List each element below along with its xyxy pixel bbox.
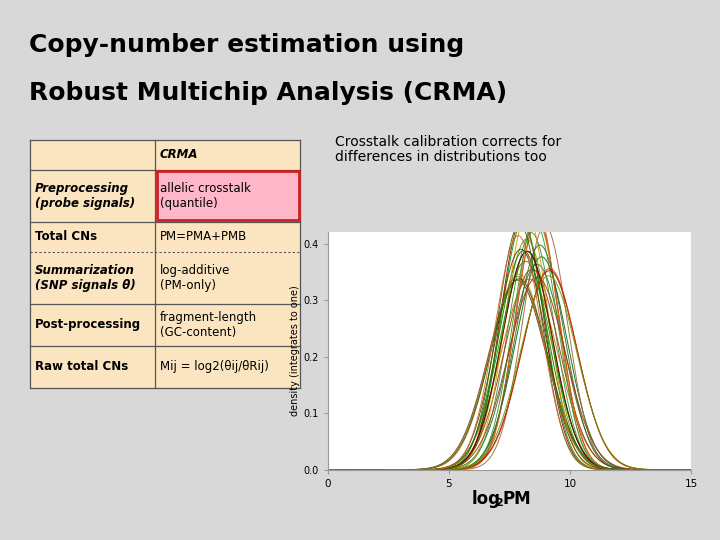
- Bar: [30, 170, 155, 222]
- Text: log-additive
(PM-only): log-additive (PM-only): [160, 264, 230, 292]
- Bar: [156, 171, 299, 220]
- Bar: [30, 304, 155, 346]
- Text: Total CNs: Total CNs: [35, 231, 97, 244]
- Y-axis label: density (integrates to one): density (integrates to one): [290, 286, 300, 416]
- Bar: [155, 170, 300, 222]
- Text: Preprocessing
(probe signals): Preprocessing (probe signals): [35, 181, 135, 210]
- Text: Raw total CNs: Raw total CNs: [35, 360, 128, 374]
- Text: 2: 2: [495, 498, 503, 508]
- Text: PM: PM: [503, 490, 531, 509]
- Text: Post-processing: Post-processing: [35, 319, 141, 332]
- Text: PM=PMA+PMB: PM=PMA+PMB: [160, 231, 247, 244]
- Bar: [30, 252, 155, 304]
- Text: allelic crosstalk
(quantile): allelic crosstalk (quantile): [160, 181, 251, 210]
- Bar: [30, 346, 155, 388]
- Bar: [155, 252, 300, 304]
- Text: Summarization
(SNP signals θ): Summarization (SNP signals θ): [35, 264, 136, 292]
- Text: Robust Multichip Analysis (CRMA): Robust Multichip Analysis (CRMA): [29, 81, 507, 105]
- Bar: [155, 304, 300, 346]
- Bar: [155, 222, 300, 252]
- Text: Copy-number estimation using: Copy-number estimation using: [29, 33, 464, 57]
- Text: log: log: [472, 490, 500, 509]
- Bar: [155, 346, 300, 388]
- Text: differences in distributions too: differences in distributions too: [335, 150, 547, 164]
- Text: Crosstalk calibration corrects for: Crosstalk calibration corrects for: [335, 135, 562, 149]
- Bar: [30, 222, 155, 252]
- Bar: [30, 140, 155, 170]
- Bar: [155, 140, 300, 170]
- Text: CRMA: CRMA: [160, 148, 199, 161]
- Text: fragment-length
(GC-content): fragment-length (GC-content): [160, 310, 257, 339]
- Text: Mij = log2(θij/θRij): Mij = log2(θij/θRij): [160, 360, 269, 374]
